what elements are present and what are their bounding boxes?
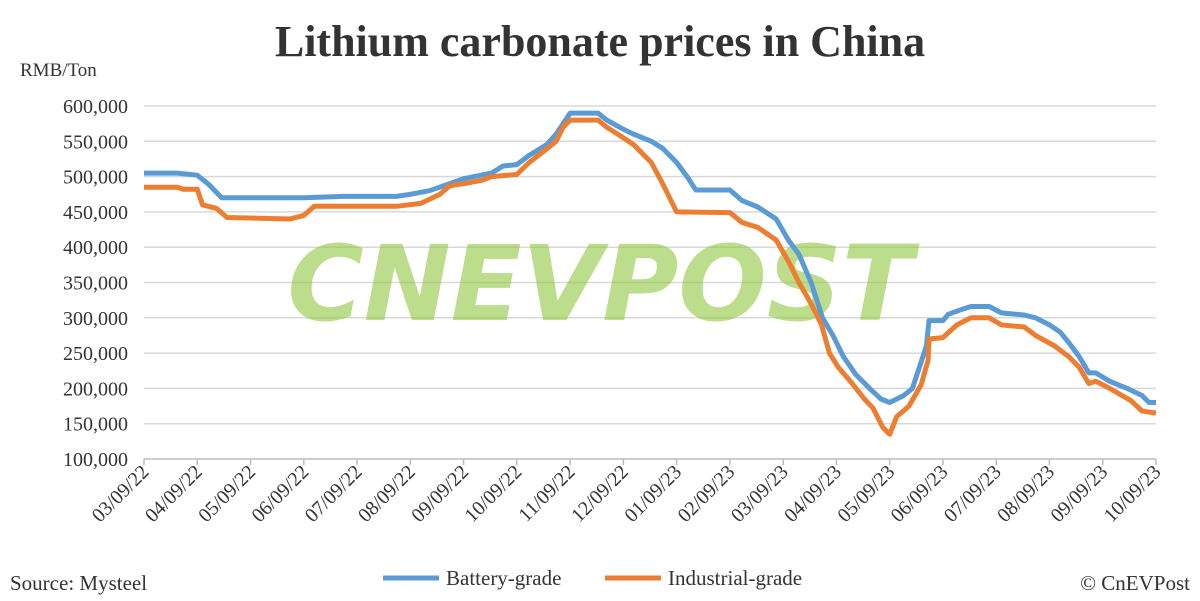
y-tick-label: 300,000	[63, 308, 128, 330]
x-tick-label: 11/09/22	[514, 461, 579, 526]
y-tick-label: 350,000	[63, 273, 128, 295]
y-tick-label: 150,000	[63, 414, 128, 436]
y-tick-label: 100,000	[63, 449, 128, 471]
y-axis-ticks: 100,000 150,000 200,000 250,000 300,000 350,0…	[63, 96, 128, 471]
copyright-note: © CnEVPost	[1080, 571, 1190, 595]
x-tick-label: 05/09/23	[833, 461, 899, 527]
x-tick-label: 07/09/23	[940, 461, 1006, 527]
y-tick-label: 200,000	[63, 378, 128, 400]
y-tick-label: 450,000	[63, 202, 128, 224]
series-line-industrial-grade	[144, 117, 1157, 437]
y-axis-label: RMB/Ton	[20, 60, 97, 81]
watermark: CNEVPOST	[287, 223, 919, 345]
legend-label-industrial: Industrial-grade	[668, 566, 802, 590]
x-tick-label: 07/09/22	[301, 461, 367, 527]
chart-title: Lithium carbonate prices in China	[275, 17, 925, 66]
x-tick-label: 01/09/23	[620, 461, 686, 527]
x-tick-label: 10/09/22	[461, 461, 527, 527]
legend-label-battery: Battery-grade	[446, 566, 561, 590]
x-tick-label: 10/09/23	[1100, 461, 1166, 527]
y-tick-label: 500,000	[63, 167, 128, 189]
x-tick-label: 09/09/22	[407, 461, 473, 527]
x-tick-label: 02/09/23	[674, 461, 740, 527]
series-lines	[144, 110, 1157, 437]
x-tick-label: 04/09/23	[780, 461, 846, 527]
source-note: Source: Mysteel	[10, 571, 147, 595]
x-tick-label: 05/09/22	[194, 461, 260, 527]
y-tick-label: 250,000	[63, 343, 128, 365]
x-tick-label: 08/09/23	[993, 461, 1059, 527]
x-tick-label: 06/09/22	[247, 461, 313, 527]
x-tick-label: 09/09/23	[1046, 461, 1112, 527]
x-tick-label: 04/09/22	[141, 461, 207, 527]
x-tick-label: 08/09/22	[354, 461, 420, 527]
y-tick-label: 400,000	[63, 237, 128, 259]
y-tick-label: 600,000	[63, 96, 128, 118]
x-tick-label: 06/09/23	[887, 461, 953, 527]
series-line-battery-grade	[144, 110, 1156, 405]
y-tick-label: 550,000	[63, 131, 128, 153]
legend: Battery-grade Industrial-grade	[383, 566, 802, 590]
x-axis-ticks: 03/09/2204/09/2205/09/2206/09/2207/09/22…	[88, 459, 1166, 527]
x-tick-label: 12/09/22	[567, 461, 633, 527]
x-tick-label: 03/09/23	[727, 461, 793, 527]
